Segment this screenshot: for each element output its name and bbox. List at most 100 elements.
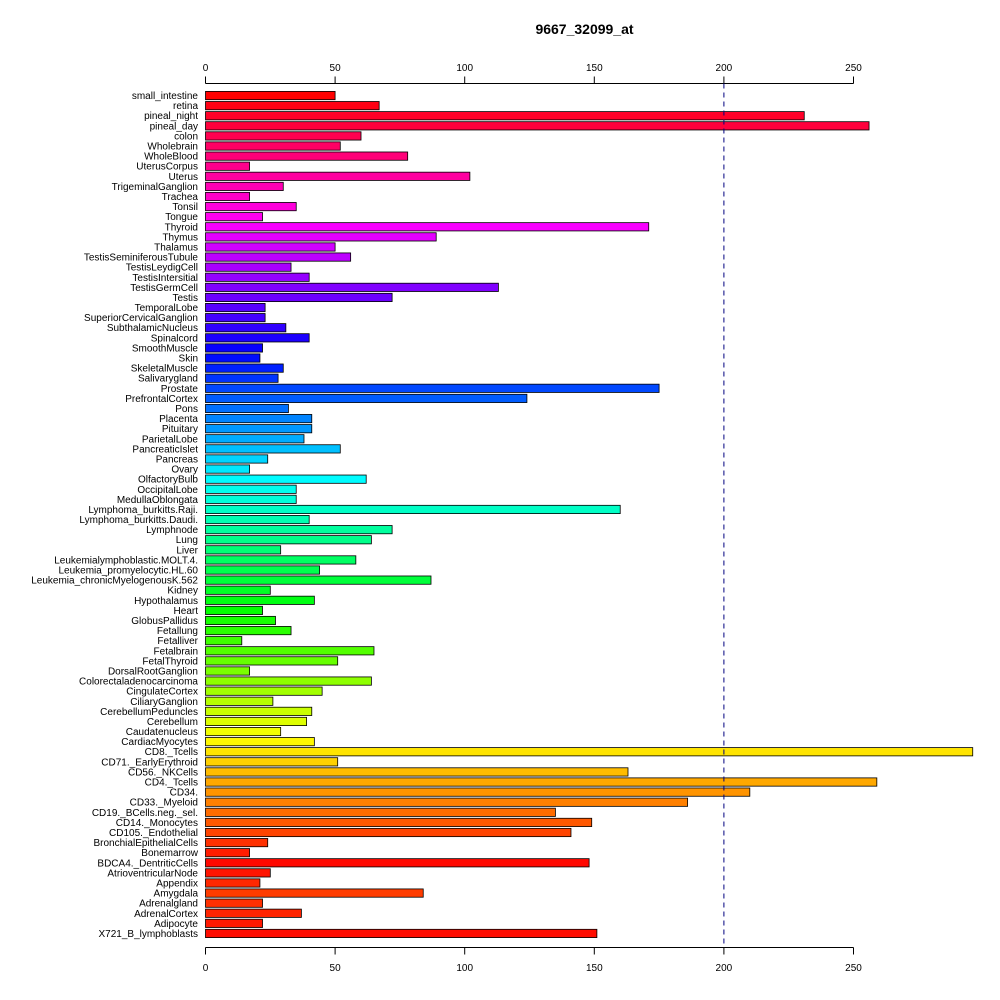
- bar-26: [205, 353, 261, 363]
- category-label-71: CD19._BCells.neg._sel.: [92, 808, 198, 819]
- bar-64: [205, 737, 315, 747]
- bar-14: [205, 232, 437, 242]
- bar-12: [205, 212, 263, 222]
- category-label-49: Kidney: [167, 586, 198, 597]
- category-label-56: FetalThyroid: [142, 656, 198, 667]
- bar-27: [205, 363, 284, 373]
- category-label-34: ParietalLobe: [142, 434, 199, 445]
- category-label-79: Amygdala: [154, 889, 199, 900]
- category-label-8: Uterus: [169, 172, 198, 183]
- bar-35: [205, 444, 341, 454]
- category-label-50: Hypothalamus: [134, 596, 198, 607]
- bar-8: [205, 171, 471, 181]
- category-label-61: CerebellumPeduncles: [100, 707, 198, 718]
- category-label-26: Skin: [179, 354, 198, 365]
- category-label-69: CD34.: [170, 788, 198, 799]
- category-label-11: Tonsil: [172, 202, 198, 213]
- bar-20: [205, 292, 393, 302]
- bottom-axis-tick-label-4: 200: [716, 963, 733, 974]
- category-label-18: TestisIntersitial: [132, 273, 198, 284]
- category-label-54: Fetalliver: [157, 636, 198, 647]
- category-label-21: TemporalLobe: [135, 303, 199, 314]
- bar-52: [205, 615, 276, 626]
- category-label-78: Appendix: [156, 878, 198, 889]
- bottom-axis: 0 50 100 150 200 250: [203, 947, 862, 974]
- bar-38: [205, 474, 367, 484]
- bar-18: [205, 272, 310, 282]
- bar-65: [205, 747, 974, 757]
- category-label-19: TestisGermCell: [130, 283, 198, 294]
- category-label-62: Cerebellum: [147, 717, 198, 728]
- category-label-47: Leukemia_promyelocytic.HL.60: [58, 566, 198, 577]
- bar-63: [205, 727, 282, 737]
- top-axis: 0 50 100 150 200 250: [203, 63, 862, 84]
- category-label-65: CD8._Tcells: [145, 747, 198, 758]
- category-label-80: Adrenalgland: [139, 899, 198, 910]
- category-label-31: Pons: [175, 404, 198, 415]
- category-label-3: pineal_day: [150, 121, 198, 132]
- bar-22: [205, 313, 266, 323]
- category-label-60: CiliaryGanglion: [130, 697, 198, 708]
- bar-32: [205, 414, 313, 424]
- bar-66: [205, 757, 339, 767]
- bar-2: [205, 111, 805, 121]
- bar-53: [205, 626, 292, 636]
- bar-54: [205, 636, 243, 646]
- bar-67: [205, 767, 629, 777]
- category-label-2: pineal_night: [144, 111, 198, 122]
- category-label-27: SkeletalMuscle: [131, 364, 199, 375]
- bar-77: [205, 868, 271, 878]
- bar-57: [205, 666, 250, 676]
- bar-13: [205, 222, 650, 232]
- category-label-77: AtrioventricularNode: [107, 868, 198, 879]
- category-label-23: SubthalamicNucleus: [107, 323, 198, 334]
- category-label-15: Thalamus: [154, 242, 198, 253]
- top-axis-tick-label-2: 100: [456, 63, 473, 74]
- bar-16: [205, 252, 352, 262]
- category-label-43: Lymphnode: [146, 525, 198, 536]
- bar-36: [205, 454, 269, 464]
- bar-29: [205, 383, 660, 393]
- top-axis-tick-label-0: 0: [203, 63, 209, 74]
- bar-78: [205, 878, 261, 888]
- bottom-axis-tick-label-3: 150: [586, 963, 603, 974]
- category-label-29: Prostate: [161, 384, 199, 395]
- bar-68: [205, 777, 878, 787]
- bar-43: [205, 525, 393, 535]
- bar-3: [205, 121, 870, 131]
- bar-11: [205, 202, 297, 212]
- bar-48: [205, 575, 432, 585]
- category-label-44: Lung: [176, 535, 198, 546]
- bar-31: [205, 403, 289, 414]
- category-label-17: TestisLeydigCell: [126, 263, 198, 274]
- bar-71: [205, 807, 556, 817]
- category-label-68: CD4._Tcells: [145, 778, 198, 789]
- category-label-53: Fetallung: [157, 626, 198, 637]
- bottom-axis-tick-label-1: 50: [330, 963, 342, 974]
- category-label-37: Ovary: [171, 465, 198, 476]
- bar-42: [205, 515, 310, 525]
- bar-6: [205, 151, 409, 161]
- bar-30: [205, 393, 528, 403]
- category-label-64: CardiacMyocytes: [121, 737, 198, 748]
- category-label-52: GlobusPallidus: [131, 616, 198, 627]
- category-label-39: OccipitalLobe: [137, 485, 198, 496]
- category-label-24: Spinalcord: [151, 333, 198, 344]
- category-label-20: Testis: [172, 293, 198, 304]
- category-label-6: WholeBlood: [144, 152, 198, 163]
- bar-79: [205, 888, 424, 898]
- bottom-axis-tick-label-0: 0: [203, 963, 209, 974]
- bar-21: [205, 303, 266, 313]
- bar-59: [205, 686, 323, 696]
- bar-10: [205, 191, 250, 202]
- category-label-74: BronchialEpithelialCells: [94, 838, 199, 849]
- category-label-14: Thymus: [162, 232, 198, 243]
- top-axis-tick-label-1: 50: [330, 63, 342, 74]
- category-label-42: Lymphoma_burkitts.Daudi.: [79, 515, 198, 526]
- category-label-12: Tongue: [165, 212, 198, 223]
- category-labels: small_intestineretinapineal_nightpineal_…: [31, 91, 199, 940]
- category-label-33: Pituitary: [162, 424, 198, 435]
- bar-70: [205, 797, 689, 807]
- category-label-67: CD56._NKCells: [128, 767, 198, 778]
